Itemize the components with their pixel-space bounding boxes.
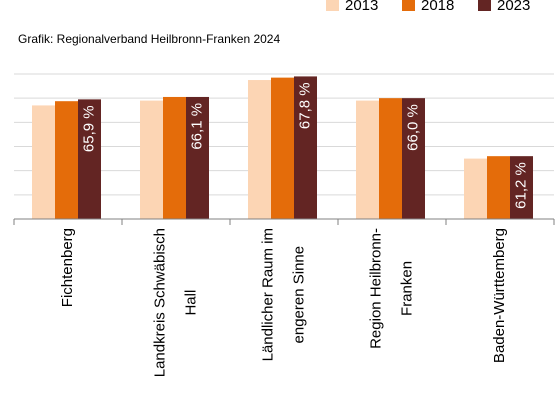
x-tick-label: Ländlicher Raum im engeren Sinne xyxy=(259,228,307,361)
bar xyxy=(78,99,101,219)
bar xyxy=(163,96,186,219)
legend-label: 2013 xyxy=(345,0,378,14)
legend-label: 2023 xyxy=(497,0,530,14)
bar xyxy=(55,101,78,219)
bar xyxy=(294,76,317,220)
bar xyxy=(510,156,533,219)
bar xyxy=(402,98,425,219)
bar xyxy=(32,105,55,219)
bar xyxy=(248,80,271,220)
bar xyxy=(186,96,209,219)
data-label: 61,2 % xyxy=(512,162,529,209)
legend-swatch xyxy=(402,0,415,11)
bar xyxy=(271,77,294,219)
x-tick-label: Fichtenberg xyxy=(59,228,76,307)
bar xyxy=(487,156,510,219)
data-label: 66,1 % xyxy=(188,103,205,150)
x-tick-label: Baden-Württemberg xyxy=(491,228,508,363)
bar xyxy=(356,100,379,219)
bar xyxy=(140,100,163,219)
legend-label: 2018 xyxy=(421,0,454,14)
bar xyxy=(379,98,402,219)
legend-swatch xyxy=(478,0,491,11)
x-tick-label: Landkreis Schwäbisch Hall xyxy=(151,228,199,377)
data-label: 67,8 % xyxy=(296,82,313,129)
data-label: 66,0 % xyxy=(404,104,421,151)
data-label: 65,9 % xyxy=(80,105,97,152)
x-tick-label: Region Heilbronn- Franken xyxy=(367,228,415,349)
chart-subtitle: Grafik: Regionalverband Heilbronn-Franke… xyxy=(18,32,280,46)
bar xyxy=(464,158,487,219)
legend-swatch xyxy=(326,0,339,11)
